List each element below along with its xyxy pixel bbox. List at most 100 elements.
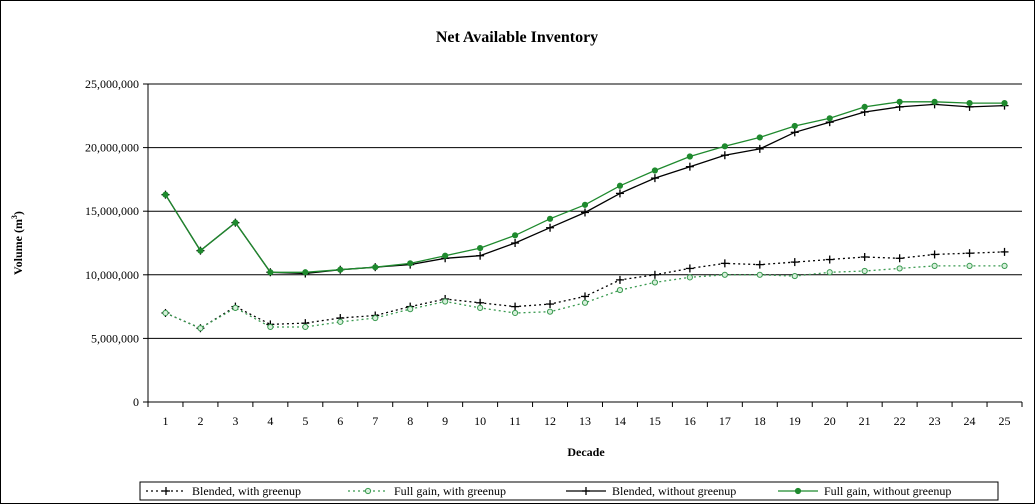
legend-label: Full gain, with greenup xyxy=(394,484,506,498)
data-point xyxy=(442,298,449,305)
x-tick-label: 15 xyxy=(649,414,661,428)
series-2 xyxy=(162,262,1008,332)
data-point xyxy=(581,292,589,301)
x-tick-label: 18 xyxy=(754,414,766,428)
data-point xyxy=(931,98,938,105)
data-point xyxy=(1001,262,1008,269)
x-tick-label: 23 xyxy=(929,414,941,428)
data-point xyxy=(162,309,169,317)
data-point xyxy=(685,162,694,171)
data-point xyxy=(930,250,939,259)
data-point xyxy=(650,174,659,183)
x-tick-label: 24 xyxy=(964,414,976,428)
data-point xyxy=(581,299,589,306)
legend-swatch-marker xyxy=(162,487,170,495)
data-point xyxy=(651,167,659,174)
legend: Blended, with greenup Full gain, with gre… xyxy=(139,481,999,501)
data-point xyxy=(686,274,693,281)
data-point xyxy=(860,252,869,261)
x-tick-label: 1 xyxy=(162,414,168,428)
legend-item-3: Blended, without greenup xyxy=(566,484,736,498)
legend-label: Blended, without greenup xyxy=(612,484,736,498)
y-axis-label: Volume (m3) xyxy=(10,211,25,275)
data-point xyxy=(615,189,624,198)
x-tick-label: 25 xyxy=(999,414,1011,428)
legend-swatch-marker xyxy=(582,487,590,495)
legend-item-4: Full gain, without greenup xyxy=(778,484,951,498)
x-tick-label: 3 xyxy=(232,414,238,428)
data-point xyxy=(337,318,344,325)
data-point xyxy=(511,239,520,247)
x-tick-label: 11 xyxy=(509,414,521,428)
y-tick-label: 0 xyxy=(133,395,139,409)
chart-title: Net Available Inventory xyxy=(436,29,598,46)
data-point xyxy=(511,309,519,317)
legend-swatch-marker xyxy=(364,487,372,495)
data-point xyxy=(965,249,974,258)
data-point xyxy=(720,259,729,268)
data-point xyxy=(407,260,414,267)
data-point xyxy=(546,300,555,309)
x-tick-label: 13 xyxy=(579,414,591,428)
data-point xyxy=(685,264,694,273)
x-tick-label: 4 xyxy=(267,414,273,428)
data-point xyxy=(966,99,973,107)
series-line xyxy=(164,103,1005,275)
data-point xyxy=(546,223,555,232)
data-point xyxy=(197,325,204,332)
data-point xyxy=(232,304,239,311)
data-point xyxy=(372,314,379,322)
y-axis-label-text: Volume (m xyxy=(11,219,25,275)
data-point xyxy=(790,128,799,137)
data-point xyxy=(896,98,903,105)
data-point xyxy=(791,122,798,130)
series-3 xyxy=(161,100,1009,278)
data-point xyxy=(267,323,274,331)
x-tick-label: 16 xyxy=(684,414,696,428)
x-tick-label: 10 xyxy=(474,414,486,428)
data-point xyxy=(755,260,764,269)
data-point xyxy=(162,191,169,198)
x-tick-label: 14 xyxy=(614,414,626,428)
series-group xyxy=(161,98,1009,333)
series-line xyxy=(165,251,1005,329)
data-point xyxy=(546,215,554,222)
data-point xyxy=(861,267,868,275)
y-tick-label: 20,000,000 xyxy=(85,141,139,155)
y-axis-label-close: ) xyxy=(11,211,25,215)
x-tick-label: 12 xyxy=(544,414,556,428)
data-point xyxy=(616,286,624,294)
data-point xyxy=(651,279,659,286)
data-point xyxy=(721,271,728,278)
series-1 xyxy=(161,247,1009,333)
data-point xyxy=(337,266,344,273)
series-4 xyxy=(162,98,1008,276)
data-point xyxy=(1000,247,1009,256)
data-point xyxy=(861,103,868,110)
data-point xyxy=(407,306,414,313)
x-tick-label: 17 xyxy=(719,414,731,428)
data-point xyxy=(476,251,485,260)
y-tick-label: 15,000,000 xyxy=(85,204,139,218)
y-tick-label: 5,000,000 xyxy=(91,331,139,345)
x-tick-label: 21 xyxy=(859,414,871,428)
x-axis-label: Decade xyxy=(567,445,605,459)
legend-label: Full gain, without greenup xyxy=(824,484,951,498)
axes xyxy=(143,83,1023,407)
data-point xyxy=(511,232,519,239)
x-tick-label: 8 xyxy=(407,414,413,428)
data-point xyxy=(966,262,973,269)
legend-swatch-marker xyxy=(794,487,802,495)
legend-label: Blended, with greenup xyxy=(192,484,301,498)
x-tick-label: 7 xyxy=(372,414,378,428)
data-point xyxy=(581,208,589,217)
data-point xyxy=(790,258,799,267)
x-tick-label: 5 xyxy=(302,414,308,428)
data-point xyxy=(755,144,764,153)
x-tick-label: 20 xyxy=(824,414,836,428)
x-tick-label: 22 xyxy=(894,414,906,428)
data-point xyxy=(372,264,379,271)
data-point xyxy=(720,151,729,160)
data-point xyxy=(197,247,204,254)
